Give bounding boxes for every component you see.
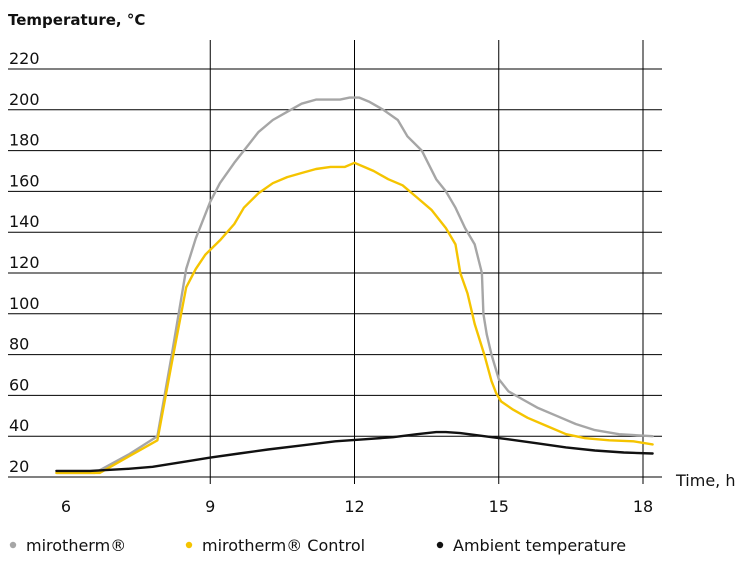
grid-lines (8, 40, 662, 484)
legend-item-mirotherm-label: mirotherm® (26, 536, 126, 555)
x-tick-label: 12 (344, 497, 364, 516)
series-line-ambient (55, 430, 654, 473)
y-tick-label: 140 (9, 212, 40, 231)
x-tick-labels: 6 9 12 15 18 (61, 497, 653, 516)
y-tick-label: 40 (9, 416, 29, 435)
series-line-mirotherm (55, 96, 654, 475)
x-tick-label: 6 (61, 497, 71, 516)
legend-item-ambient-label: Ambient temperature (453, 536, 626, 555)
y-tick-labels: 20 40 60 80 100 120 140 160 180 200 220 (9, 49, 40, 476)
y-tick-label: 80 (9, 335, 29, 354)
y-tick-label: 180 (9, 131, 40, 150)
legend-item-ambient-marker (436, 541, 444, 549)
y-tick-label: 60 (9, 375, 29, 394)
y-tick-label: 20 (9, 457, 29, 476)
x-tick-label: 9 (205, 497, 215, 516)
legend: mirotherm® mirotherm® Control Ambient temp… (9, 536, 626, 555)
legend-item-mirotherm-marker (9, 541, 17, 549)
y-tick-label: 220 (9, 49, 40, 68)
y-tick-label: 120 (9, 253, 40, 272)
legend-item-mirotherm-control-label: mirotherm® Control (202, 536, 365, 555)
legend-item-mirotherm-control-marker (185, 541, 193, 549)
y-axis-title: Temperature, °C (8, 11, 145, 29)
y-tick-label: 200 (9, 90, 40, 109)
y-tick-label: 100 (9, 294, 40, 313)
x-axis-title: Time, h (675, 471, 735, 490)
series-line-mirotherm-control (55, 161, 654, 475)
series-lines (55, 96, 654, 475)
x-tick-label: 18 (633, 497, 653, 516)
x-tick-label: 15 (489, 497, 509, 516)
y-tick-label: 160 (9, 171, 40, 190)
